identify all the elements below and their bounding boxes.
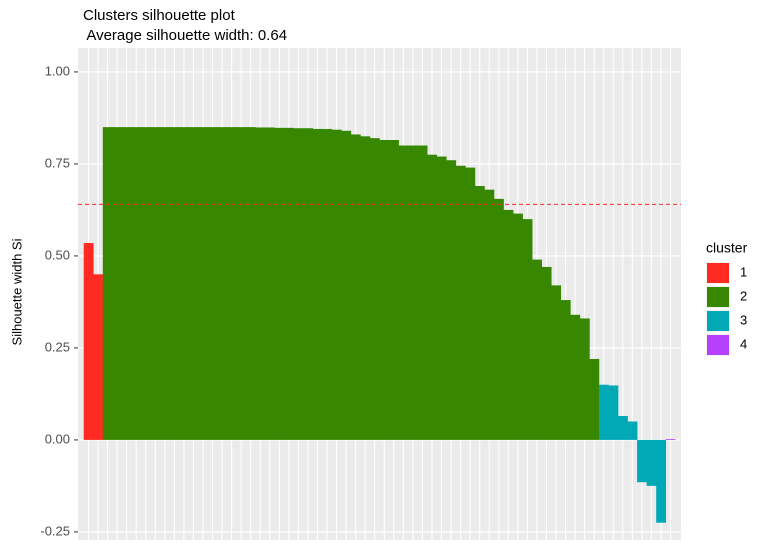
bar: [474, 185, 485, 440]
bar: [169, 127, 180, 440]
bar: [579, 318, 590, 440]
bar: [417, 145, 428, 440]
legend-label: 2: [740, 288, 747, 303]
bar: [427, 154, 438, 440]
bar: [608, 385, 619, 440]
bar: [360, 136, 371, 440]
bar: [265, 127, 275, 440]
bar: [389, 139, 399, 440]
bar: [541, 266, 552, 440]
bar: [102, 127, 113, 440]
chart-title: Clusters silhouette plot: [83, 7, 236, 24]
bar: [293, 128, 304, 440]
bar: [408, 145, 418, 440]
bar: [312, 128, 323, 440]
legend-label: 4: [740, 336, 747, 351]
bar: [532, 259, 542, 440]
bar: [627, 421, 638, 440]
y-tick-label: -0.25: [40, 523, 70, 538]
legend-label: 3: [740, 312, 747, 327]
y-tick-label: 1.00: [45, 63, 70, 78]
bar: [83, 243, 94, 440]
bar: [455, 165, 466, 440]
bar: [150, 127, 161, 440]
bar: [226, 127, 237, 440]
bar: [589, 358, 600, 440]
bar: [665, 439, 676, 440]
bar: [551, 285, 562, 440]
bar: [493, 198, 504, 440]
bar: [93, 274, 104, 440]
bar: [322, 128, 333, 440]
bar: [217, 127, 228, 440]
bar: [484, 189, 495, 440]
bar: [637, 439, 647, 483]
bar: [598, 384, 609, 440]
bar: [436, 156, 447, 440]
legend-key: [707, 287, 729, 307]
legend-title: cluster: [706, 240, 748, 256]
bar: [646, 439, 657, 486]
chart-subtitle: Average silhouette width: 0.64: [83, 27, 287, 44]
bar: [274, 127, 285, 440]
bar: [112, 127, 123, 440]
bar: [513, 213, 523, 440]
bar: [179, 127, 189, 440]
y-tick-label: 0.50: [45, 247, 70, 262]
y-axis-title: Silhouette width Si: [9, 238, 24, 345]
bar: [303, 128, 314, 440]
bar: [341, 130, 352, 440]
bar: [379, 139, 390, 440]
legend-key: [707, 311, 729, 331]
bar: [465, 167, 476, 440]
bar: [255, 127, 266, 440]
y-tick-label: 0.25: [45, 339, 70, 354]
bar: [236, 127, 247, 440]
bar: [618, 415, 628, 440]
bar: [140, 127, 151, 440]
bar: [503, 209, 514, 440]
bar: [350, 134, 361, 440]
bar: [560, 300, 571, 440]
bar: [245, 127, 256, 440]
bar: [570, 314, 581, 440]
bar: [331, 129, 342, 440]
bar: [207, 127, 218, 440]
bar: [160, 127, 170, 440]
bar: [284, 127, 294, 440]
legend-label: 1: [740, 264, 747, 279]
bar: [656, 439, 667, 523]
bar: [121, 127, 132, 440]
legend-key: [707, 335, 729, 355]
bar: [188, 127, 199, 440]
bar: [446, 160, 457, 440]
legend-key: [707, 263, 729, 283]
y-tick-label: 0.00: [45, 431, 70, 446]
y-tick-label: 0.75: [45, 155, 70, 170]
bar: [369, 138, 380, 440]
bar: [398, 145, 409, 440]
bar: [198, 127, 209, 440]
bar: [131, 127, 142, 440]
bar: [522, 219, 533, 440]
